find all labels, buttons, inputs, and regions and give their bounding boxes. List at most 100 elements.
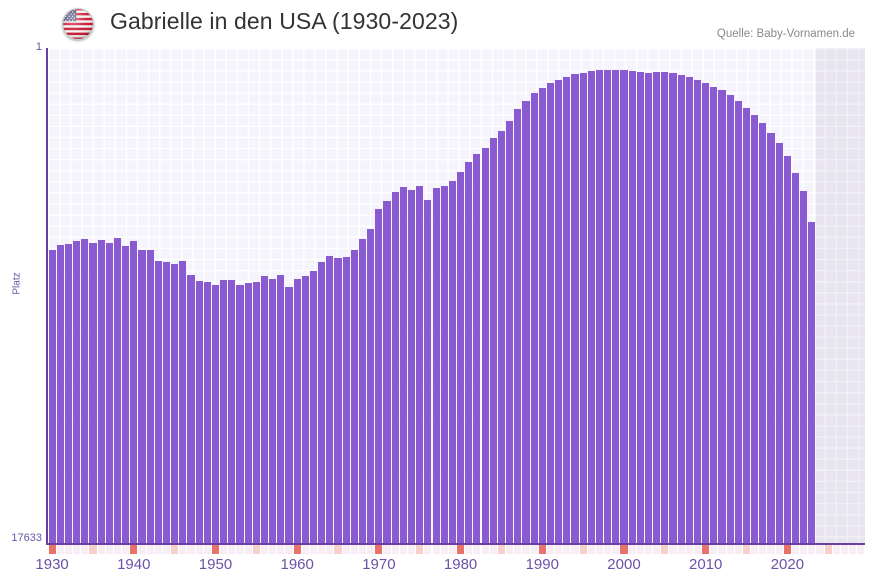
bar[interactable] [113,237,121,543]
bar[interactable] [375,209,383,543]
bar[interactable] [122,246,130,543]
bar[interactable] [791,172,800,543]
bar[interactable] [710,86,718,543]
bar[interactable] [489,138,497,543]
bar[interactable] [759,123,767,543]
bar[interactable] [64,243,72,543]
bar[interactable] [514,108,522,543]
bar[interactable] [718,90,726,543]
bar[interactable] [693,80,702,543]
bar[interactable] [73,241,81,543]
bar[interactable] [563,76,571,543]
bar[interactable] [595,70,604,543]
bar[interactable] [661,72,669,543]
bar[interactable] [416,185,424,543]
bar[interactable] [465,161,473,543]
bar[interactable] [211,285,220,543]
bar[interactable] [440,185,448,543]
bar[interactable] [604,69,612,543]
bar[interactable] [530,93,538,543]
bar[interactable] [506,121,514,543]
x-tick-label: 1960 [280,556,314,573]
bar[interactable] [244,282,252,543]
bar[interactable] [154,261,162,543]
bar[interactable] [808,222,816,543]
x-tick-marker-minor [644,545,653,554]
bar[interactable] [522,100,530,543]
bar[interactable] [587,71,595,543]
source-attribution: Quelle: Baby-Vornamen.de [716,28,855,40]
bar[interactable] [252,281,260,543]
bar[interactable] [138,249,146,543]
bar[interactable] [81,238,89,543]
bar[interactable] [636,72,644,543]
bar[interactable] [187,274,195,543]
bar[interactable] [301,276,309,543]
x-tick-marker-minor [832,545,840,554]
bar[interactable] [56,245,64,543]
bar[interactable] [260,276,269,543]
bar[interactable] [399,186,407,543]
bar[interactable] [685,77,693,543]
bar[interactable] [269,278,277,543]
bar[interactable] [457,171,465,543]
bar[interactable] [644,73,653,543]
bar[interactable] [195,280,203,543]
bar[interactable] [358,239,367,543]
bar[interactable] [481,147,489,543]
bar[interactable] [579,72,587,543]
bar[interactable] [89,242,97,543]
bar[interactable] [350,250,358,543]
bar[interactable] [407,190,416,543]
bar[interactable] [775,143,783,543]
bar[interactable] [391,192,399,543]
bar[interactable] [285,286,293,543]
bar[interactable] [326,255,334,543]
bar[interactable] [751,115,759,543]
bar[interactable] [318,261,326,543]
bar[interactable] [571,74,579,543]
bar[interactable] [236,285,244,543]
bar[interactable] [162,261,171,543]
bar[interactable] [383,201,391,543]
bar[interactable] [146,250,154,543]
bar[interactable] [677,74,685,543]
bar[interactable] [620,70,628,543]
bar[interactable] [497,130,505,543]
bar[interactable] [342,256,350,543]
chart-header: Gabrielle in den USA (1930-2023) Quelle:… [0,0,873,46]
bar[interactable] [97,240,105,543]
x-tick-marker-minor [179,545,187,554]
bar[interactable] [653,72,661,543]
bar[interactable] [432,187,440,543]
bar[interactable] [228,280,236,543]
bar[interactable] [612,69,620,543]
bar[interactable] [783,155,791,543]
bar[interactable] [669,73,677,543]
bar[interactable] [538,87,546,543]
bar[interactable] [628,71,636,543]
bar[interactable] [105,242,113,543]
bar[interactable] [800,191,808,543]
bar[interactable] [293,278,301,543]
bar[interactable] [309,270,318,543]
bar[interactable] [726,94,734,543]
bar[interactable] [767,132,775,543]
bar[interactable] [220,280,228,543]
bar[interactable] [702,83,710,543]
bar[interactable] [203,281,211,543]
bar[interactable] [334,257,342,543]
bar[interactable] [742,107,751,543]
bar[interactable] [546,83,555,543]
bar[interactable] [179,261,187,543]
bar[interactable] [171,263,179,543]
bar[interactable] [48,249,56,543]
bar[interactable] [130,241,138,543]
bar[interactable] [734,101,742,543]
bar[interactable] [277,275,285,543]
bar[interactable] [424,200,432,543]
bar[interactable] [473,154,481,543]
bar[interactable] [367,229,375,543]
bar[interactable] [555,79,563,543]
bar[interactable] [448,181,456,543]
